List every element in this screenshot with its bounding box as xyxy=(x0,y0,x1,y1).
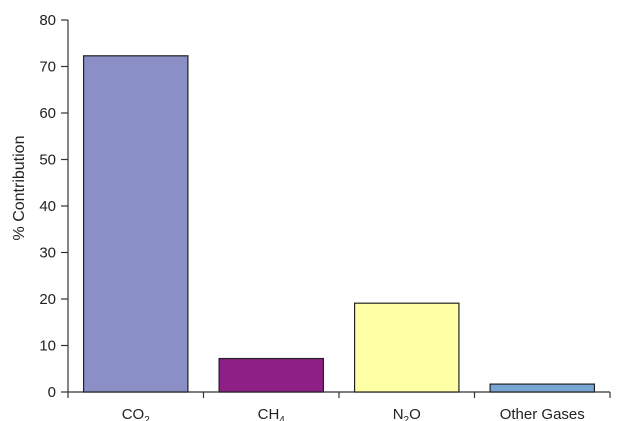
y-axis-title: % Contribution xyxy=(11,136,28,241)
y-tick-label: 10 xyxy=(39,338,56,355)
bar xyxy=(218,357,325,393)
bar xyxy=(353,302,460,393)
x-category-label: Other Gases xyxy=(500,406,585,421)
y-axis: 0 10 20 30 40 50 60 70 80 xyxy=(39,12,69,401)
bar xyxy=(489,383,596,393)
y-tick-label: 40 xyxy=(39,198,56,215)
x-category-label: N2O xyxy=(393,406,421,421)
y-tick-label: 20 xyxy=(39,291,56,308)
x-category-label: CH4 xyxy=(258,406,286,421)
x-category-label: CO2 xyxy=(122,406,151,421)
category-labels: CO2 CH4 N2O Other Gases xyxy=(122,406,585,421)
y-tick-label: 60 xyxy=(39,105,56,122)
y-tick-label: 70 xyxy=(39,59,56,76)
x-axis xyxy=(67,391,611,398)
bar xyxy=(82,55,189,393)
bars xyxy=(82,55,596,393)
y-tick-label: 0 xyxy=(48,384,56,401)
y-tick-label: 30 xyxy=(39,245,56,262)
y-tick-label: 80 xyxy=(39,12,56,29)
y-tick-label: 50 xyxy=(39,152,56,169)
